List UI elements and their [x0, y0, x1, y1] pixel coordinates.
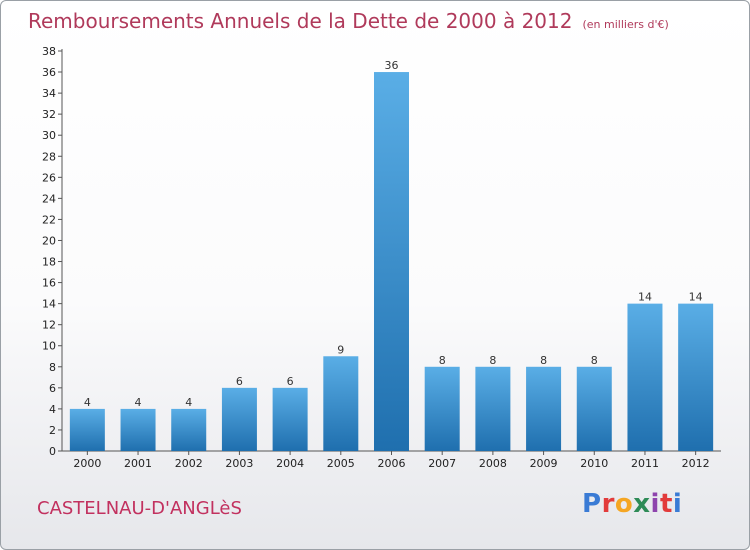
bar: [526, 366, 562, 451]
x-tick-label: 2002: [175, 457, 203, 470]
bar: [323, 356, 359, 451]
bar-value-label: 4: [185, 396, 192, 409]
logo-letter: i: [672, 489, 683, 519]
bar: [627, 303, 663, 451]
x-tick-label: 2006: [378, 457, 406, 470]
x-tick-label: 2005: [327, 457, 355, 470]
y-tick-label: 38: [42, 45, 56, 58]
y-tick-label: 28: [42, 150, 56, 163]
unit-note: (en milliers d'€): [582, 18, 669, 31]
bar: [272, 387, 308, 451]
y-tick-label: 16: [42, 277, 56, 290]
y-tick-label: 4: [49, 403, 56, 416]
commune-name: CASTELNAU-D'ANGLèS: [37, 498, 242, 519]
title-text: Remboursements Annuels de la Dette de 20…: [28, 9, 573, 33]
bar: [374, 72, 409, 451]
y-tick-label: 6: [49, 382, 56, 395]
bar-value-label: 14: [638, 291, 652, 304]
logo-letter: P: [582, 489, 602, 519]
y-tick-label: 0: [49, 445, 56, 458]
bar-value-label: 14: [689, 291, 703, 304]
x-tick-label: 2010: [580, 457, 608, 470]
logo-letter: i: [650, 489, 660, 519]
bar-value-label: 6: [236, 375, 243, 388]
bar-value-label: 9: [337, 343, 344, 356]
x-tick-label: 2003: [225, 457, 253, 470]
bar-value-label: 6: [287, 375, 294, 388]
x-tick-label: 2011: [631, 457, 659, 470]
bar: [69, 408, 105, 451]
y-tick-label: 34: [42, 87, 56, 100]
y-tick-label: 14: [42, 298, 56, 311]
logo-letter: x: [633, 489, 651, 519]
y-tick-label: 18: [42, 256, 56, 269]
bar: [424, 366, 460, 451]
bar-value-label: 8: [591, 354, 598, 367]
bar-value-label: 8: [540, 354, 547, 367]
bar: [120, 408, 156, 451]
y-tick-label: 22: [42, 213, 56, 226]
bar-value-label: 4: [135, 396, 142, 409]
y-tick-label: 8: [49, 361, 56, 374]
y-tick-label: 24: [42, 192, 56, 205]
bar-value-label: 36: [385, 59, 399, 72]
x-tick-label: 2004: [276, 457, 304, 470]
bar-value-label: 8: [489, 354, 496, 367]
bar: [475, 366, 511, 451]
x-tick-label: 2008: [479, 457, 507, 470]
bar-value-label: 8: [439, 354, 446, 367]
y-tick-label: 12: [42, 319, 56, 332]
chart-title: Remboursements Annuels de la Dette de 20…: [28, 9, 669, 33]
y-tick-label: 26: [42, 171, 56, 184]
logo-letter: t: [659, 489, 673, 519]
bar: [221, 387, 257, 451]
proxiti-logo: Proxiti: [582, 489, 682, 519]
x-tick-label: 2012: [682, 457, 710, 470]
y-tick-label: 2: [49, 424, 56, 437]
bar: [171, 408, 207, 451]
y-tick-label: 20: [42, 234, 56, 247]
y-tick-label: 36: [42, 66, 56, 79]
y-tick-label: 30: [42, 129, 56, 142]
bar: [576, 366, 612, 451]
x-tick-label: 2001: [124, 457, 152, 470]
x-tick-label: 2009: [530, 457, 558, 470]
x-tick-label: 2007: [428, 457, 456, 470]
logo-letter: o: [614, 489, 634, 519]
logo-letter: r: [601, 489, 615, 519]
y-tick-label: 10: [42, 340, 56, 353]
bar: [678, 303, 714, 451]
x-tick-label: 2000: [73, 457, 101, 470]
bar-value-label: 4: [84, 396, 91, 409]
y-tick-label: 32: [42, 108, 56, 121]
